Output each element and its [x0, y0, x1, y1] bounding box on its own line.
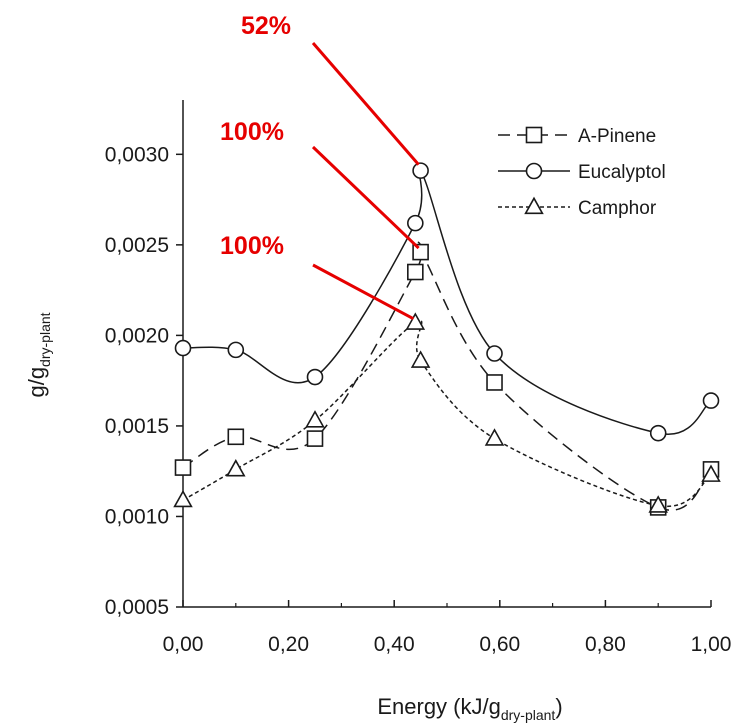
legend-label-eucalyptol: Eucalyptol	[578, 162, 666, 183]
x-tick-label: 1,00	[691, 633, 732, 656]
annotation-leader-line	[311, 145, 420, 250]
annotation-leader-line	[311, 42, 420, 166]
y-tick-label: 0,0030	[105, 143, 169, 166]
legend-marker-a-pinene	[525, 126, 543, 144]
data-point-eucalyptol	[407, 214, 424, 232]
x-tick-label: 0,60	[479, 633, 520, 656]
series-a-pinene	[174, 241, 720, 516]
legend-item-a-pinene: A-Pinene	[498, 126, 656, 147]
x-tick-label: 0,20	[268, 633, 309, 656]
series-layer	[173, 162, 721, 516]
annotation-label: 100%	[220, 118, 284, 146]
data-point-camphor	[405, 312, 426, 330]
legend-marker-camphor	[524, 196, 544, 215]
annotation-label: 100%	[220, 232, 284, 260]
legend-marker-eucalyptol	[525, 162, 543, 180]
data-point-eucalyptol	[649, 424, 667, 442]
data-point-camphor	[484, 428, 505, 446]
y-tick-label: 0,0025	[105, 234, 169, 257]
data-point-eucalyptol	[227, 341, 245, 359]
data-point-camphor	[648, 495, 668, 513]
series-camphor	[173, 312, 721, 513]
legend-item-eucalyptol: Eucalyptol	[498, 162, 666, 183]
data-point-a-pinene	[486, 374, 503, 391]
data-point-a-pinene	[227, 428, 245, 446]
data-point-eucalyptol	[174, 339, 192, 357]
data-point-camphor	[305, 410, 325, 428]
x-axis-title-subscript: dry-plant	[501, 707, 556, 723]
y-axis-ticks: 0,0005 0,0010 0,0015 0,0020 0,0025 0,0030	[105, 143, 183, 619]
annotations: 52% 100% 100%	[220, 12, 420, 321]
x-axis-title-main: Energy (kJ/g	[377, 694, 501, 719]
legend-label-camphor: Camphor	[578, 198, 657, 219]
series-line-a-pinene	[182, 241, 712, 511]
y-axis-title: g/gdry-plant	[24, 312, 53, 397]
x-tick-label: 0,80	[585, 633, 626, 656]
legend-item-camphor: Camphor	[498, 196, 657, 219]
legend: A-Pinene Eucalyptol Camphor	[498, 126, 666, 219]
y-tick-label: 0,0020	[105, 324, 169, 347]
annotation-2: 100%	[220, 118, 420, 250]
annotation-1: 52%	[241, 12, 420, 166]
data-point-eucalyptol	[486, 345, 503, 362]
y-tick-label: 0,0015	[105, 415, 169, 438]
data-point-camphor	[226, 459, 246, 477]
data-point-eucalyptol	[702, 392, 720, 409]
annotation-label: 52%	[241, 12, 291, 40]
x-tick-label: 0,40	[374, 633, 415, 656]
x-tick-label: 0,00	[163, 633, 204, 656]
annotation-3: 100%	[220, 232, 415, 321]
x-axis-title-tail: )	[555, 694, 562, 719]
data-point-camphor	[173, 489, 193, 508]
y-tick-label: 0,0005	[105, 596, 169, 619]
y-tick-label: 0,0010	[105, 505, 169, 528]
annotation-leader-line	[312, 263, 415, 321]
legend-label-a-pinene: A-Pinene	[578, 126, 656, 147]
data-point-camphor	[410, 350, 431, 368]
y-axis-title-main: g/g	[24, 367, 49, 398]
data-point-a-pinene	[306, 430, 324, 447]
data-point-a-pinene	[174, 459, 192, 476]
data-point-camphor	[701, 464, 721, 482]
data-point-eucalyptol	[412, 162, 429, 179]
data-point-eucalyptol	[306, 368, 324, 386]
series-line-camphor	[182, 320, 712, 508]
series-eucalyptol	[174, 162, 720, 442]
x-axis-title: Energy (kJ/gdry-plant)	[377, 694, 562, 723]
x-axis-ticks: 0,00 0,20 0,40 0,60 0,80 1,00	[163, 600, 732, 656]
data-point-a-pinene	[407, 263, 424, 281]
y-axis-title-subscript: dry-plant	[37, 312, 53, 367]
